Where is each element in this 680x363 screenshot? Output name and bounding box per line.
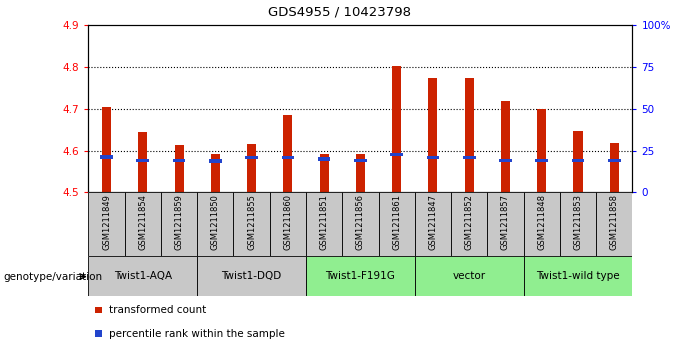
Bar bbox=[95, 307, 102, 313]
Text: percentile rank within the sample: percentile rank within the sample bbox=[109, 329, 284, 339]
Bar bbox=[354, 159, 367, 162]
Bar bbox=[175, 145, 184, 192]
Text: transformed count: transformed count bbox=[109, 305, 206, 315]
Bar bbox=[524, 192, 560, 256]
Text: GSM1211859: GSM1211859 bbox=[175, 194, 184, 250]
Bar bbox=[318, 157, 330, 161]
Bar bbox=[245, 156, 258, 159]
Bar bbox=[572, 159, 584, 162]
Bar bbox=[161, 192, 197, 256]
Bar bbox=[488, 192, 524, 256]
Bar bbox=[247, 143, 256, 192]
Bar bbox=[211, 154, 220, 192]
Bar bbox=[535, 159, 548, 162]
Bar bbox=[88, 256, 197, 296]
Text: GSM1211847: GSM1211847 bbox=[428, 194, 437, 250]
Bar bbox=[573, 131, 583, 192]
Bar bbox=[233, 192, 270, 256]
Text: GSM1211852: GSM1211852 bbox=[464, 194, 474, 250]
Bar bbox=[451, 192, 488, 256]
Text: GSM1211856: GSM1211856 bbox=[356, 194, 365, 250]
Bar bbox=[390, 153, 403, 156]
Bar bbox=[524, 256, 632, 296]
Bar bbox=[197, 256, 306, 296]
Bar bbox=[501, 101, 510, 192]
Bar bbox=[88, 192, 124, 256]
Bar bbox=[499, 159, 512, 162]
Text: vector: vector bbox=[453, 271, 486, 281]
Bar bbox=[282, 156, 294, 159]
Bar bbox=[100, 155, 113, 159]
Bar bbox=[426, 156, 439, 159]
Bar bbox=[137, 159, 149, 162]
Text: GSM1211854: GSM1211854 bbox=[138, 194, 148, 250]
Bar bbox=[428, 78, 437, 192]
Text: Twist1-wild type: Twist1-wild type bbox=[537, 271, 619, 281]
Text: GSM1211848: GSM1211848 bbox=[537, 194, 546, 250]
Text: GDS4955 / 10423798: GDS4955 / 10423798 bbox=[269, 5, 411, 19]
Text: GSM1211853: GSM1211853 bbox=[573, 194, 583, 250]
Text: GSM1211857: GSM1211857 bbox=[501, 194, 510, 250]
Bar bbox=[610, 143, 619, 192]
Text: genotype/variation: genotype/variation bbox=[3, 272, 103, 282]
Bar bbox=[306, 256, 415, 296]
Bar bbox=[102, 107, 111, 192]
Text: GSM1211850: GSM1211850 bbox=[211, 194, 220, 250]
Bar bbox=[537, 109, 546, 192]
Bar bbox=[95, 330, 102, 337]
Bar bbox=[415, 192, 451, 256]
Text: GSM1211851: GSM1211851 bbox=[320, 194, 328, 250]
Text: Twist1-AQA: Twist1-AQA bbox=[114, 271, 172, 281]
Bar bbox=[124, 192, 161, 256]
Text: GSM1211860: GSM1211860 bbox=[284, 194, 292, 250]
Bar bbox=[342, 192, 379, 256]
Bar bbox=[356, 154, 365, 192]
Bar bbox=[596, 192, 632, 256]
Bar bbox=[284, 115, 292, 192]
Bar bbox=[392, 66, 401, 192]
Text: GSM1211861: GSM1211861 bbox=[392, 194, 401, 250]
Text: GSM1211849: GSM1211849 bbox=[102, 194, 111, 250]
Text: GSM1211855: GSM1211855 bbox=[247, 194, 256, 250]
Bar bbox=[608, 159, 621, 162]
Bar bbox=[379, 192, 415, 256]
Text: Twist1-F191G: Twist1-F191G bbox=[326, 271, 395, 281]
Bar bbox=[270, 192, 306, 256]
Bar bbox=[209, 159, 222, 163]
Bar bbox=[560, 192, 596, 256]
Bar bbox=[464, 78, 474, 192]
Bar bbox=[320, 154, 328, 192]
Bar bbox=[173, 159, 186, 162]
Text: GSM1211858: GSM1211858 bbox=[610, 194, 619, 250]
Bar bbox=[463, 156, 475, 159]
Bar bbox=[415, 256, 524, 296]
Bar bbox=[306, 192, 342, 256]
Text: Twist1-DQD: Twist1-DQD bbox=[222, 271, 282, 281]
Bar bbox=[138, 132, 148, 192]
Bar bbox=[197, 192, 233, 256]
